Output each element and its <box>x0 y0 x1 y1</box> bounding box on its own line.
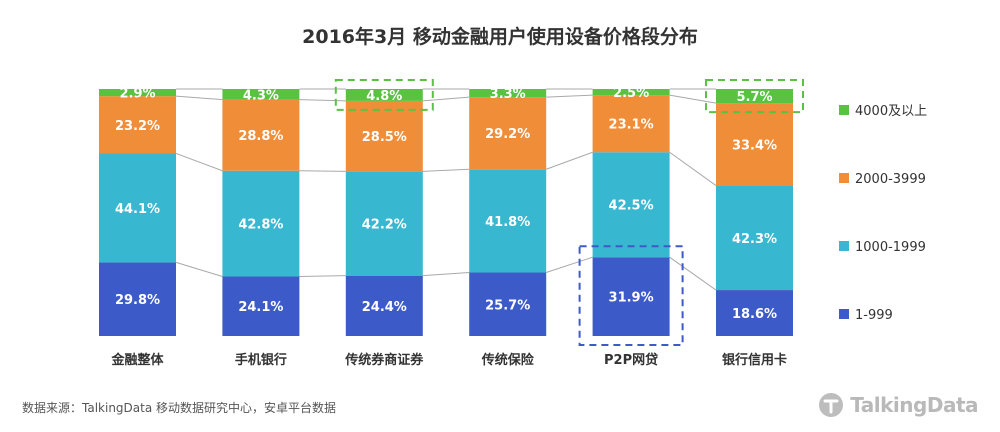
bar-segment-1000-1999 <box>469 169 547 273</box>
connector-line <box>546 94 593 98</box>
brand-name: TalkingData <box>850 393 978 417</box>
connector-line <box>546 151 593 170</box>
bar-segment-1000-1999 <box>99 153 176 263</box>
data-label: 28.5% <box>362 130 407 145</box>
highlight-box <box>705 79 804 114</box>
highlight-box <box>334 79 434 111</box>
bar-segment-1-999 <box>99 262 176 336</box>
data-label: 4.8% <box>366 89 402 104</box>
data-label: 29.2% <box>485 127 530 142</box>
data-label: 2.5% <box>613 86 649 101</box>
category-label: 银行信用卡 <box>722 352 787 368</box>
data-label: 3.3% <box>490 87 526 102</box>
data-label: 42.8% <box>238 218 283 233</box>
bar-segment-2000-3999 <box>222 99 300 171</box>
category-label: P2P网贷 <box>604 352 658 368</box>
legend-swatch <box>839 173 849 183</box>
data-label: 42.2% <box>362 218 407 233</box>
connector-line <box>422 96 470 102</box>
bar-segment-2000-3999 <box>99 96 176 154</box>
bar-segment-4000及以上 <box>222 89 300 100</box>
bar-segment-1-999 <box>716 290 793 336</box>
bar-segment-2000-3999 <box>469 97 547 170</box>
bar-segment-1-999 <box>592 257 670 336</box>
data-label: 5.7% <box>736 90 772 105</box>
bar-segment-4000及以上 <box>716 89 793 104</box>
data-label: 25.7% <box>485 298 530 313</box>
legend-label: 1000-1999 <box>855 240 926 255</box>
connector-line <box>175 95 223 101</box>
legend-swatch <box>839 241 849 251</box>
data-label: 28.8% <box>238 129 283 144</box>
legend-label: 1-999 <box>855 308 893 323</box>
connector-line <box>669 94 717 104</box>
data-label: 44.1% <box>115 202 160 217</box>
data-label: 31.9% <box>609 291 654 306</box>
bar-segment-4000及以上 <box>592 89 670 96</box>
bar-segment-4000及以上 <box>469 89 547 98</box>
source-note: 数据来源：TalkingData 移动数据研究中心，安卓平台数据 <box>22 401 337 415</box>
category-label: 传统券商证券 <box>344 352 424 368</box>
category-label: 传统保险 <box>481 352 535 368</box>
data-label: 33.4% <box>732 138 777 153</box>
connector-line <box>299 99 346 102</box>
chart-title: 2016年3月 移动金融用户使用设备价格段分布 <box>302 26 698 48</box>
connector-line <box>422 272 470 277</box>
connector-line <box>175 152 223 172</box>
data-label: 23.1% <box>609 118 654 133</box>
bar-segment-4000及以上 <box>345 89 423 101</box>
data-label: 41.8% <box>485 215 530 230</box>
data-label: 24.4% <box>362 300 407 315</box>
legend-label: 4000及以上 <box>855 104 927 119</box>
bar-segment-1000-1999 <box>345 171 423 276</box>
data-label: 29.8% <box>115 293 160 308</box>
talkingdata-logo-icon <box>819 393 844 417</box>
bar-segment-1-999 <box>345 275 423 336</box>
brand-logo: TalkingData <box>818 392 978 418</box>
data-label: 23.2% <box>115 119 160 134</box>
legend-swatch <box>839 309 849 319</box>
data-label: 2.9% <box>119 87 155 102</box>
legend-swatch <box>839 105 849 115</box>
data-label: 18.6% <box>732 307 777 322</box>
bar-segment-2000-3999 <box>345 100 423 172</box>
category-label: 金融整体 <box>110 352 164 368</box>
data-label: 24.1% <box>238 300 283 315</box>
connector-line <box>299 275 346 277</box>
connector-line <box>175 261 223 277</box>
data-label: 4.3% <box>243 88 279 103</box>
highlight-box <box>578 245 684 346</box>
bar-segment-1000-1999 <box>222 170 300 277</box>
bar-segment-4000及以上 <box>99 89 176 97</box>
connector-line <box>669 151 717 186</box>
connector-line <box>669 256 717 291</box>
bar-segment-1000-1999 <box>716 185 793 291</box>
category-label: 手机银行 <box>235 352 287 368</box>
data-label: 42.5% <box>609 199 654 214</box>
bar-segment-2000-3999 <box>592 95 670 153</box>
legend-label: 2000-3999 <box>855 172 926 187</box>
bar-segment-1-999 <box>222 276 300 336</box>
connector-line <box>299 170 346 172</box>
connector-line <box>546 256 593 273</box>
data-label: 42.3% <box>732 232 777 247</box>
bar-segment-1-999 <box>469 272 547 336</box>
bar-segment-2000-3999 <box>716 103 793 186</box>
bar-segment-1000-1999 <box>592 152 670 258</box>
connector-line <box>422 168 470 172</box>
